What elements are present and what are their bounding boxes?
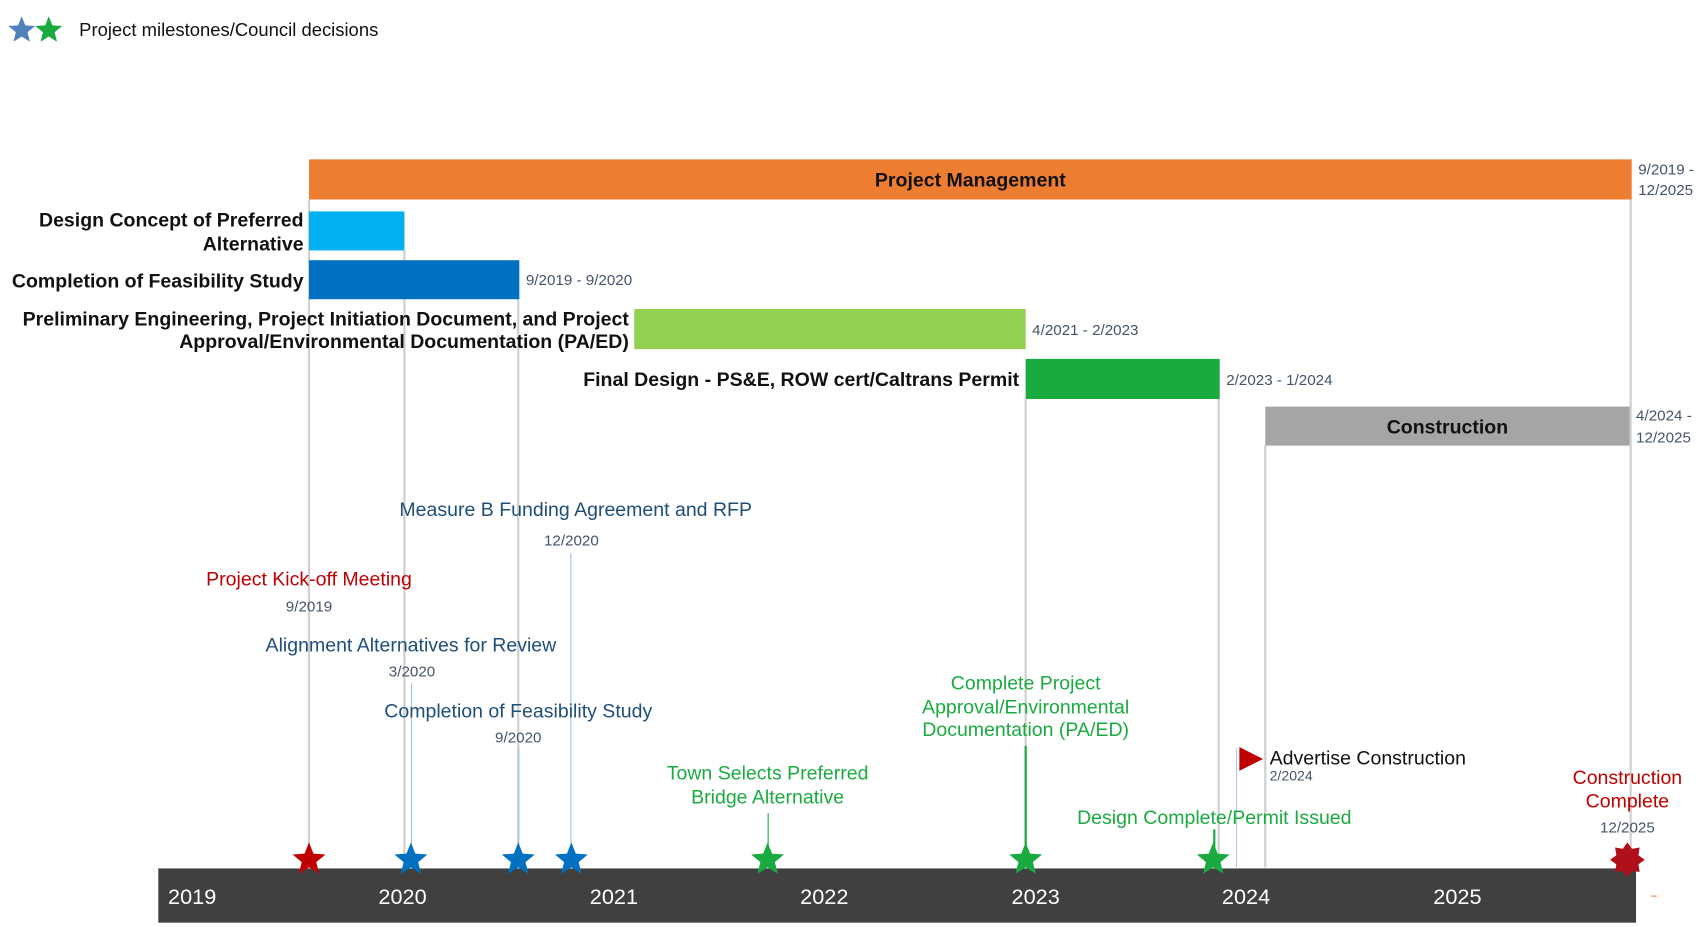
milestone-label: Town Selects Preferred	[666, 762, 869, 784]
milestone-label: Design Complete/Permit Issued	[1077, 806, 1352, 829]
milestone-star-icon[interactable]	[554, 842, 589, 877]
milestone-star-icon[interactable]	[394, 842, 429, 877]
year-label: 2025	[1433, 885, 1482, 910]
task-bar-construction[interactable]: Construction	[1265, 406, 1630, 446]
year-label: 2019	[168, 885, 217, 910]
gridline	[1217, 398, 1220, 868]
milestone-connector	[410, 683, 412, 846]
legend-label: Project milestones/Council decisions	[79, 19, 379, 41]
task-dates: 2/2023 - 1/2024	[1226, 370, 1333, 389]
task-label: Approval/Environmental Documentation (PA…	[179, 330, 629, 353]
year-label: 2021	[589, 885, 639, 910]
milestone-date: 2/2024	[1269, 767, 1313, 784]
task-label: Construction	[1386, 416, 1509, 439]
task-label: Completion of Feasibility Study	[11, 269, 304, 292]
task-bar-preliminary-engineering[interactable]	[634, 308, 1026, 350]
milestone-date: 12/2020	[543, 531, 599, 549]
task-bar-project-management[interactable]: Project Management	[308, 159, 1632, 200]
task-label: Project Management	[874, 169, 1066, 191]
gridline	[517, 299, 520, 868]
task-bar-final-design[interactable]	[1025, 358, 1220, 399]
milestone-connector	[1024, 745, 1027, 852]
milestone-date: 12/2025	[1599, 818, 1655, 836]
milestone-date: 9/2020	[495, 728, 542, 746]
task-bar-design-concept[interactable]	[308, 211, 405, 251]
timeline-axis	[158, 868, 1637, 923]
year-label: 2022	[800, 885, 849, 910]
task-dates: 4/2024 -	[1636, 406, 1692, 424]
gridline	[1024, 398, 1027, 868]
task-dates: 12/2025	[1636, 428, 1691, 446]
milestone-label: Bridge Alternative	[691, 786, 845, 808]
milestone-star-icon[interactable]	[292, 842, 327, 877]
milestone-label: Measure B Funding Agreement and RFP	[399, 498, 752, 521]
milestone-label: Completion of Feasibility Study	[384, 700, 653, 723]
milestone-label: Approval/Environmental	[922, 696, 1130, 718]
milestone-connector	[570, 552, 572, 857]
burst-icon[interactable]	[1610, 842, 1645, 878]
task-dates: 12/2025	[1638, 181, 1694, 199]
legend-green-star-icon	[35, 16, 63, 42]
milestone-label: Complete	[1585, 790, 1670, 813]
year-label: 2024	[1221, 885, 1271, 910]
gridline	[1264, 445, 1267, 868]
year-label: 2020	[378, 885, 427, 910]
milestone-star-icon[interactable]	[501, 842, 536, 877]
milestone-star-icon[interactable]	[750, 842, 785, 877]
task-bar-feasibility-study[interactable]	[308, 260, 520, 300]
milestone-connector	[1235, 748, 1238, 868]
milestone-connector	[1213, 829, 1216, 852]
flag-icon	[1239, 747, 1264, 771]
tick-mark	[1651, 895, 1657, 897]
milestone-star-icon[interactable]	[1196, 842, 1231, 877]
task-label: Final Design - PS&E, ROW cert/Caltrans P…	[583, 368, 1020, 391]
gridline	[1629, 199, 1632, 868]
milestone-connector	[518, 748, 520, 846]
milestone-date: 3/2020	[388, 662, 436, 680]
task-dates: 9/2019 -	[1638, 160, 1694, 178]
legend-blue-star-icon	[8, 16, 36, 42]
task-label: Preliminary Engineering, Project Initiat…	[22, 307, 629, 330]
task-label: Alternative	[202, 233, 304, 255]
milestone-label: Advertise Construction	[1269, 747, 1466, 769]
task-label: Design Concept of Preferred	[38, 209, 304, 231]
milestone-connector	[767, 813, 769, 852]
milestone-label: Alignment Alternatives for Review	[265, 634, 557, 656]
milestone-date: 9/2019	[285, 597, 333, 615]
milestone-label: Construction	[1572, 766, 1683, 789]
task-dates: 9/2019 - 9/2020	[525, 271, 633, 289]
milestone-label: Complete Project	[950, 672, 1101, 694]
milestone-label: Documentation (PA/ED)	[922, 718, 1130, 741]
gridline	[307, 199, 311, 868]
milestone-label: Project Kick-off Meeting	[206, 568, 412, 590]
year-label: 2023	[1011, 885, 1060, 910]
gridline	[403, 250, 406, 868]
milestone-star-icon[interactable]	[1008, 842, 1043, 877]
task-dates: 4/2021 - 2/2023	[1032, 320, 1139, 339]
